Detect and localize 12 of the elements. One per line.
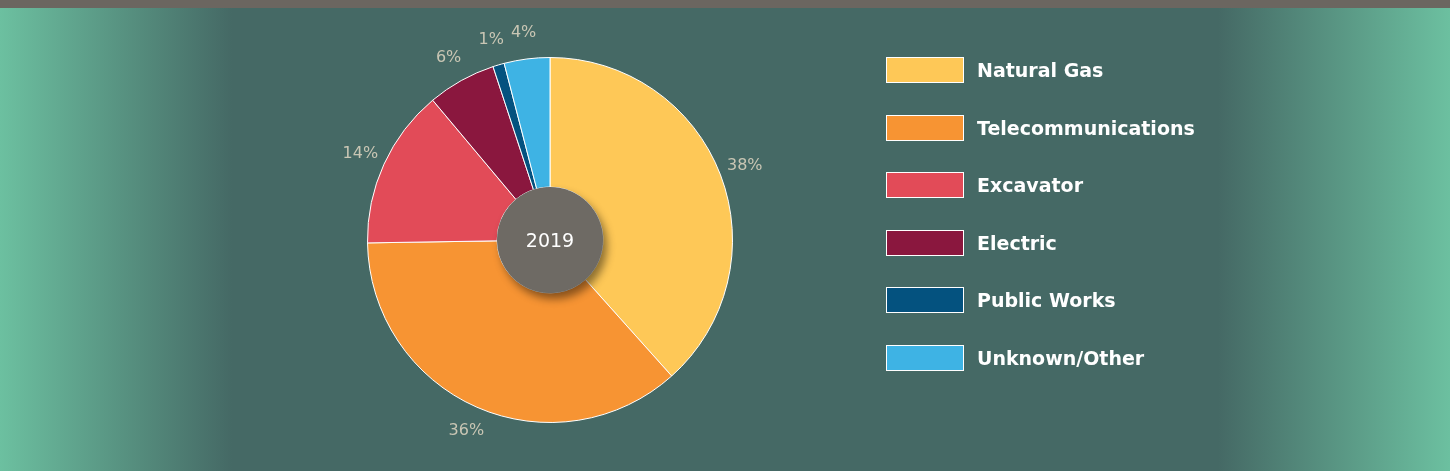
legend-label: Telecommunications — [977, 116, 1195, 139]
data-label: 4% — [510, 22, 537, 42]
legend-label: Natural Gas — [977, 59, 1104, 81]
legend-label: Public Works — [977, 289, 1116, 311]
legend-label: Unknown/Other — [977, 346, 1145, 369]
data-label: 38% — [726, 154, 763, 174]
data-label: 14% — [342, 142, 379, 162]
legend-label: Excavator — [977, 174, 1084, 196]
data-label: 6% — [435, 46, 462, 66]
data-label: 1% — [478, 29, 504, 49]
data-label: 36% — [448, 420, 485, 440]
legend-label: Electric — [977, 231, 1057, 254]
